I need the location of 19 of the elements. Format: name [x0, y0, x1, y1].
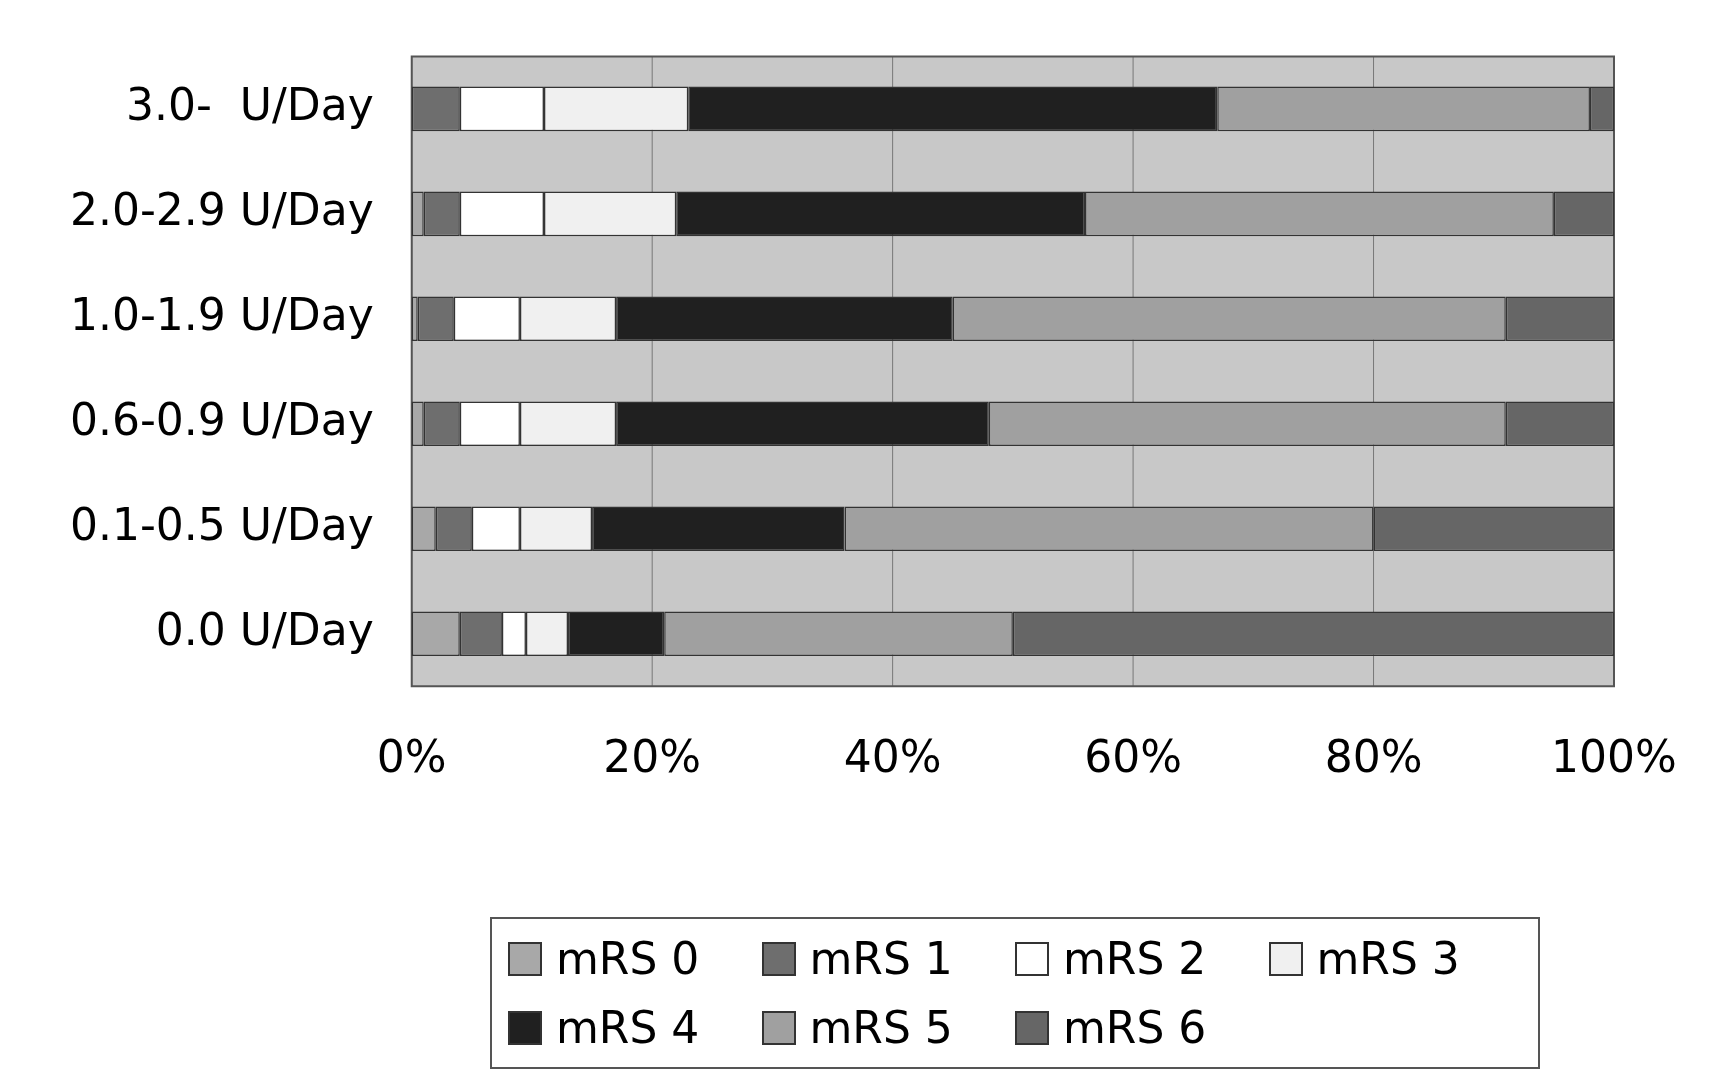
legend-label: mRS 1 [809, 933, 953, 984]
y-tick-label: 3.0- U/Day [125, 79, 374, 131]
x-tick-label: 40% [843, 731, 942, 783]
legend-label: mRS 2 [1063, 933, 1207, 984]
x-tick-label: 100% [1551, 731, 1677, 783]
legend-label: mRS 5 [809, 1002, 953, 1053]
y-tick-label: 0.6-0.9 U/Day [69, 394, 374, 446]
x-tick-label: 80% [1324, 731, 1423, 783]
x-tick-label: 60% [1084, 731, 1182, 783]
legend-label: mRS 6 [1063, 1002, 1207, 1053]
y-tick-label: 0.0 U/Day [155, 604, 374, 656]
x-tick-label: 0% [376, 731, 447, 783]
legend-label: mRS 3 [1316, 933, 1460, 984]
legend-label: mRS 0 [556, 933, 700, 984]
y-tick-label: 0.1-0.5 U/Day [69, 499, 374, 551]
x-tick-label: 20% [603, 731, 702, 783]
legend-label: mRS 4 [556, 1002, 700, 1053]
y-tick-label: 1.0-1.9 U/Day [69, 289, 374, 341]
y-tick-label: 2.0-2.9 U/Day [69, 184, 374, 236]
